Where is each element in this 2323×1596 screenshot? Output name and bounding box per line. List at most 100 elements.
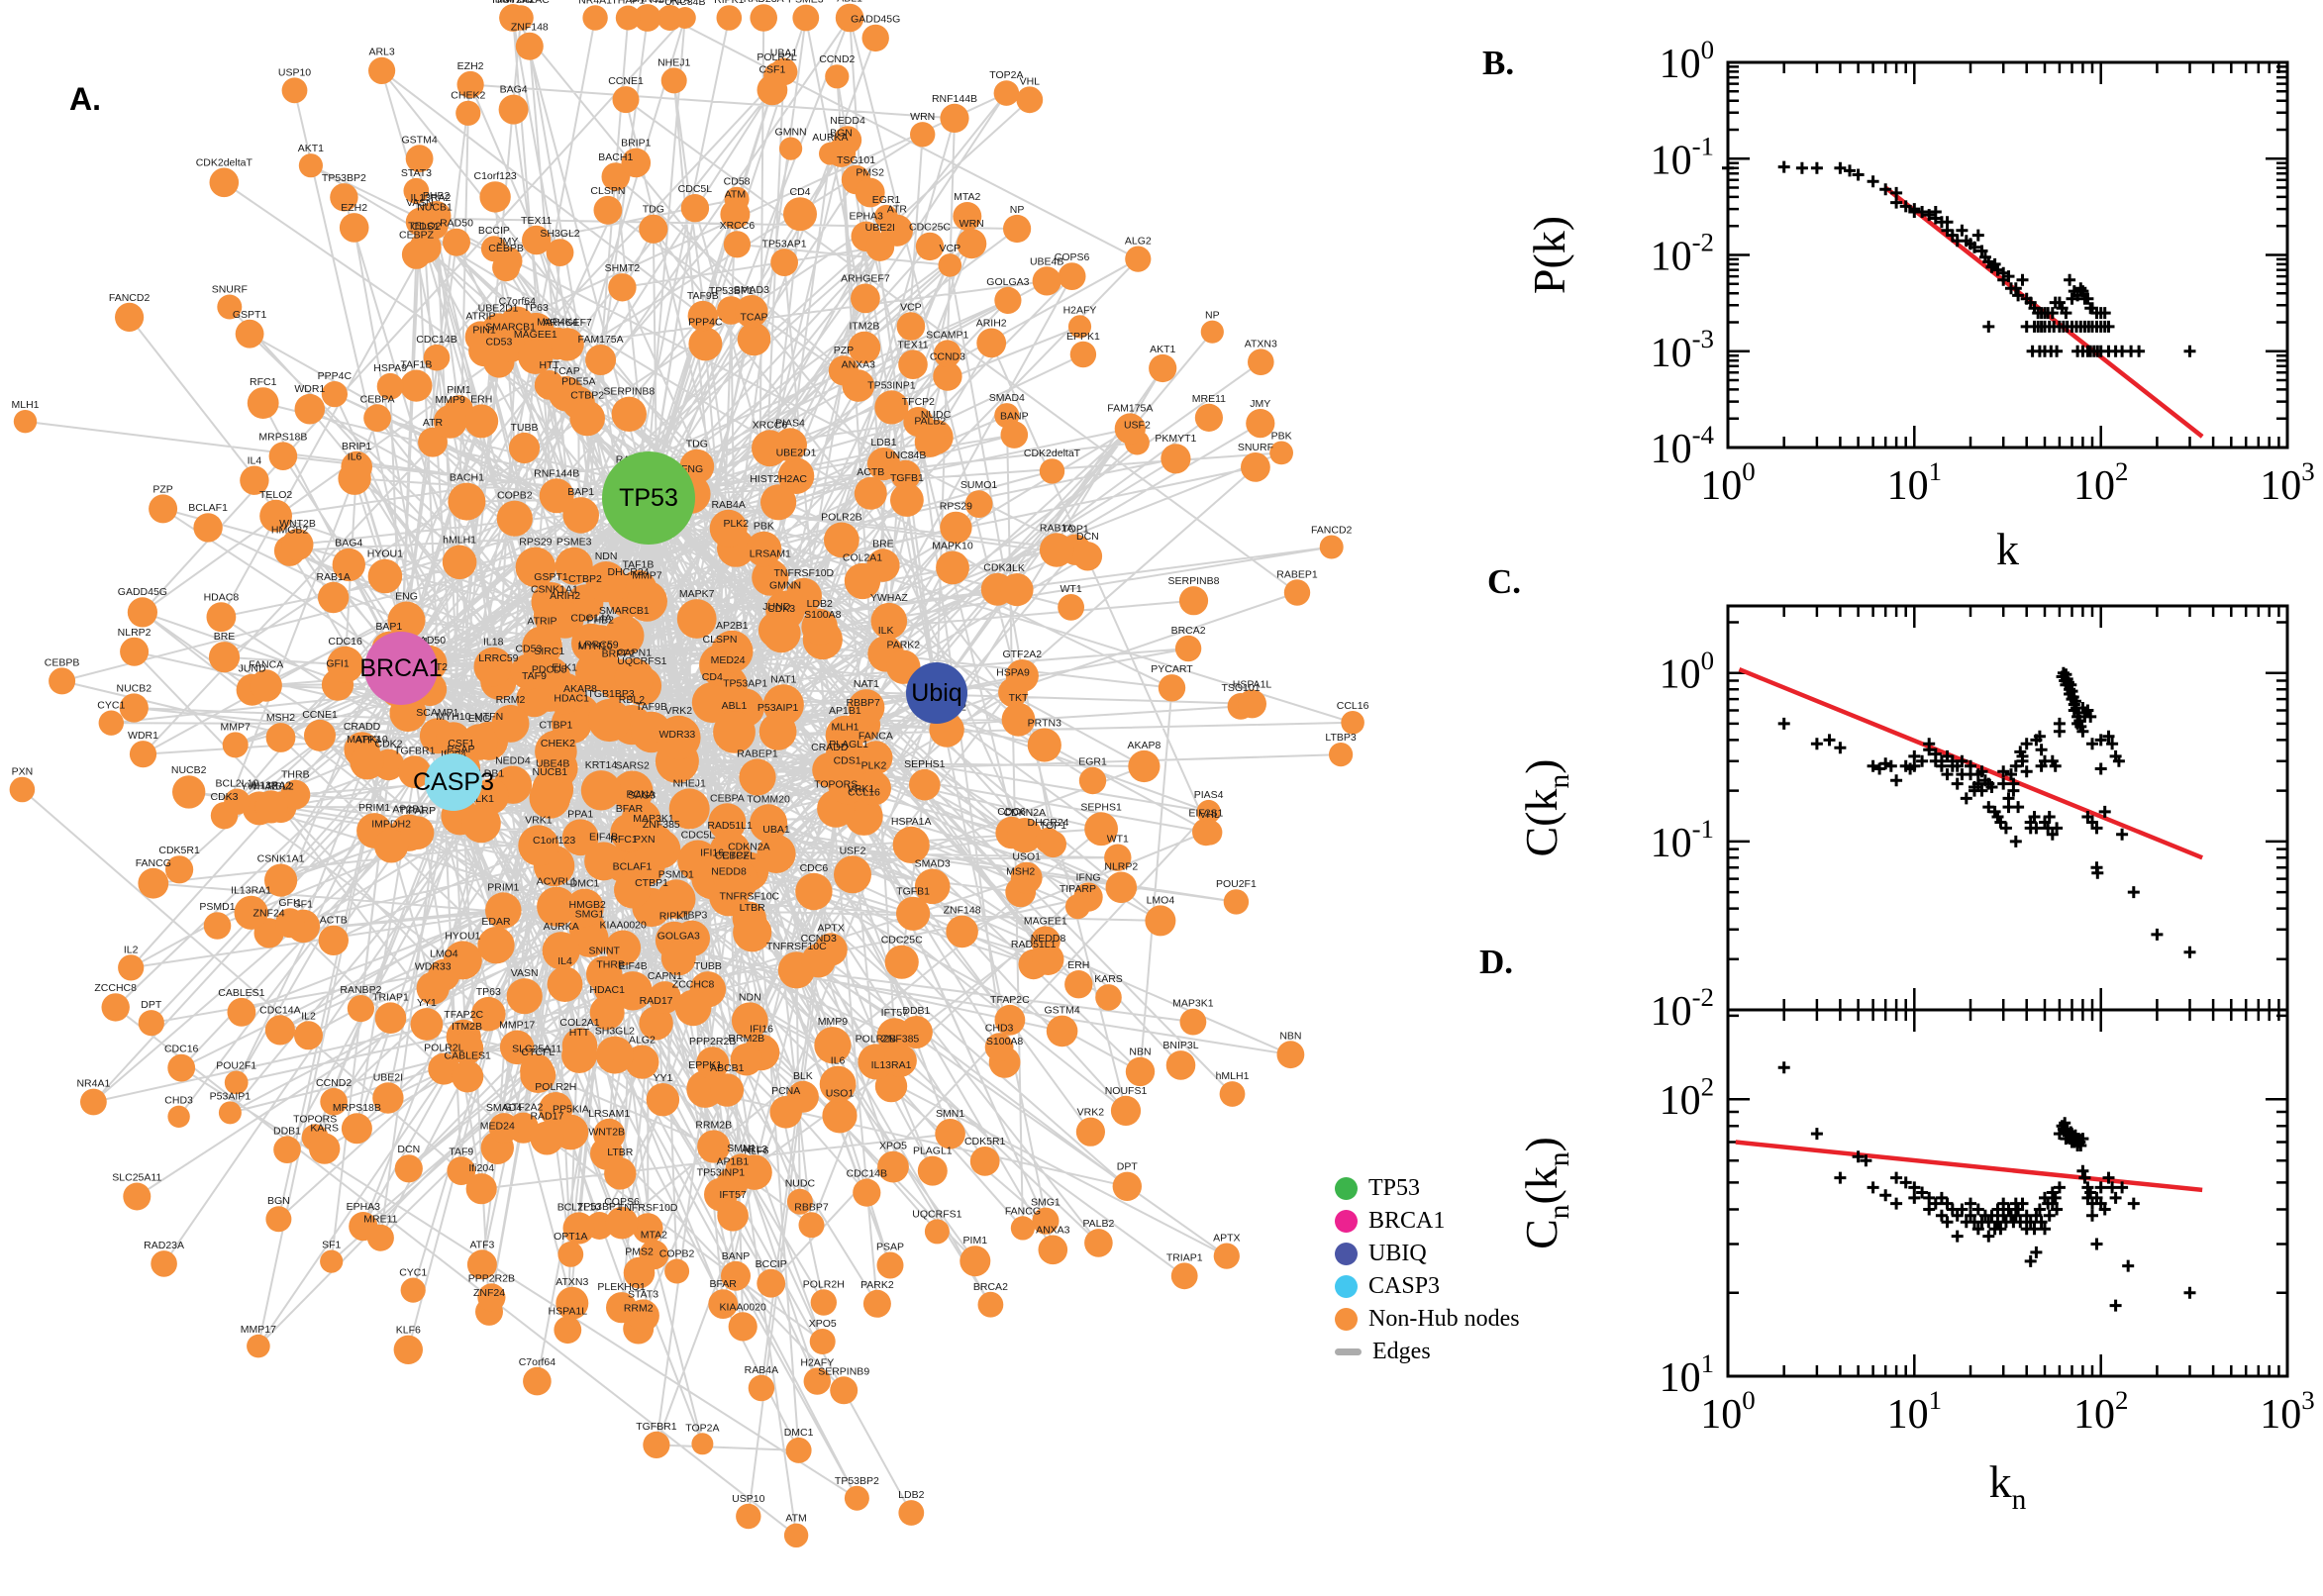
svg-text:SMAD3: SMAD3 [734, 284, 769, 296]
svg-text:ARHGEF7: ARHGEF7 [543, 317, 592, 329]
svg-text:CDC16: CDC16 [328, 636, 362, 648]
svg-text:RBBP7: RBBP7 [846, 697, 880, 709]
svg-text:ALG2: ALG2 [629, 1035, 656, 1047]
svg-text:RBL2: RBL2 [619, 694, 645, 706]
svg-text:LTBP3: LTBP3 [1325, 732, 1356, 744]
svg-text:BCLAF1: BCLAF1 [613, 860, 653, 872]
svg-text:NAT1: NAT1 [854, 678, 879, 690]
svg-text:CDS1: CDS1 [834, 754, 861, 766]
svg-text:PSMD1: PSMD1 [658, 868, 694, 880]
svg-text:PRTN3: PRTN3 [1028, 717, 1061, 729]
svg-text:EIF4B: EIF4B [619, 960, 648, 972]
svg-text:LRRC59: LRRC59 [478, 652, 518, 664]
legend-item-casp3: CASP3 [1335, 1270, 1520, 1303]
svg-text:SMARCB1: SMARCB1 [599, 605, 650, 617]
svg-text:PXN: PXN [12, 766, 34, 778]
svg-text:101: 101 [1660, 1348, 1714, 1401]
svg-text:TEX11: TEX11 [897, 339, 928, 350]
svg-text:APTX: APTX [817, 922, 844, 934]
svg-text:10-1: 10-1 [1651, 131, 1714, 183]
svg-text:BGN: BGN [267, 1195, 290, 1207]
svg-text:102: 102 [2073, 456, 2128, 509]
svg-text:TP63: TP63 [524, 302, 549, 314]
svg-text:RAD17: RAD17 [530, 1110, 563, 1122]
svg-text:SMN1: SMN1 [936, 1108, 964, 1120]
svg-text:MMP9: MMP9 [436, 394, 465, 406]
svg-text:AKT1: AKT1 [298, 143, 324, 154]
svg-text:WDR33: WDR33 [659, 729, 696, 741]
svg-text:CDC14B: CDC14B [416, 334, 456, 346]
svg-text:VRK2: VRK2 [665, 705, 693, 717]
svg-text:ILK: ILK [1009, 562, 1025, 574]
svg-text:CDC16: CDC16 [164, 1044, 199, 1055]
svg-text:10-4: 10-4 [1651, 420, 1715, 472]
svg-text:Ubiq: Ubiq [911, 679, 961, 707]
svg-text:CCND3: CCND3 [930, 350, 965, 362]
svg-text:CTCFL: CTCFL [722, 850, 756, 862]
svg-text:NAT1: NAT1 [770, 673, 796, 685]
svg-text:IFNG: IFNG [1075, 871, 1100, 883]
svg-text:IFI16: IFI16 [700, 848, 724, 859]
svg-text:LRSAM1: LRSAM1 [588, 1108, 630, 1120]
scatter-points [1777, 1061, 2196, 1312]
svg-text:FANCA: FANCA [249, 658, 283, 670]
svg-text:WNT2B: WNT2B [588, 1126, 625, 1138]
svg-text:BRE: BRE [872, 538, 894, 549]
svg-text:NUDC: NUDC [921, 409, 952, 421]
svg-text:POLR2B: POLR2B [821, 512, 861, 524]
svg-text:ITM2B: ITM2B [849, 321, 879, 333]
svg-text:NP: NP [1010, 204, 1025, 216]
svg-text:ZCCHC8: ZCCHC8 [672, 979, 715, 991]
svg-text:KRT14: KRT14 [585, 759, 618, 771]
svg-text:NUCB1: NUCB1 [417, 201, 453, 213]
svg-text:BRCA2: BRCA2 [973, 1281, 1008, 1293]
svg-text:HSPA1L: HSPA1L [1233, 678, 1272, 690]
svg-text:PARK2: PARK2 [886, 640, 920, 651]
svg-text:SH3GL2: SH3GL2 [540, 228, 579, 240]
svg-text:TRIAP1: TRIAP1 [372, 991, 409, 1003]
svg-text:ERH: ERH [1067, 959, 1089, 971]
svg-text:TGFBR1: TGFBR1 [636, 1421, 677, 1433]
panel-a-label: A. [69, 81, 101, 117]
svg-text:TFAP2C: TFAP2C [990, 994, 1030, 1006]
svg-text:PCNA: PCNA [627, 789, 656, 801]
svg-text:KIAA0020: KIAA0020 [720, 1301, 766, 1313]
svg-text:BCCIP: BCCIP [756, 1258, 787, 1270]
svg-text:SMN1: SMN1 [727, 1143, 756, 1154]
svg-text:SLC25A11: SLC25A11 [512, 1044, 561, 1055]
svg-text:APTX: APTX [1213, 1233, 1240, 1245]
svg-text:KLF6: KLF6 [744, 1146, 768, 1157]
svg-text:100: 100 [1700, 1385, 1755, 1438]
svg-text:CHEK2: CHEK2 [541, 738, 575, 749]
svg-text:TDG: TDG [643, 204, 664, 216]
svg-text:TP53BP1: TP53BP1 [709, 285, 754, 297]
svg-text:FANCD2: FANCD2 [109, 292, 151, 304]
svg-text:TAF1B: TAF1B [622, 559, 654, 571]
svg-text:HMGB2: HMGB2 [569, 899, 607, 911]
svg-text:BCCIP: BCCIP [478, 225, 510, 237]
svg-text:CABLES1: CABLES1 [218, 987, 264, 999]
svg-text:CEBPA: CEBPA [360, 393, 395, 405]
svg-text:ZNF385: ZNF385 [643, 819, 680, 831]
svg-text:k: k [1996, 524, 2019, 574]
svg-text:MAPK10: MAPK10 [347, 734, 388, 746]
svg-text:GADD45G: GADD45G [851, 14, 900, 26]
svg-text:101: 101 [1887, 1385, 1942, 1438]
svg-text:CEBPZ: CEBPZ [715, 849, 751, 861]
svg-text:VCP: VCP [900, 301, 922, 313]
svg-text:TCAP: TCAP [740, 312, 767, 324]
svg-text:SNURF: SNURF [212, 284, 248, 296]
svg-text:HDAC8: HDAC8 [204, 591, 240, 603]
svg-text:Ifi204: Ifi204 [468, 1162, 494, 1174]
svg-text:NEDD8: NEDD8 [711, 866, 747, 878]
svg-text:103: 103 [2260, 1385, 2314, 1438]
svg-text:VRK1: VRK1 [848, 783, 875, 795]
svg-text:SMARCB1: SMARCB1 [485, 322, 536, 334]
svg-text:CDK5R1: CDK5R1 [964, 1136, 1006, 1147]
svg-text:AP2B1: AP2B1 [716, 620, 749, 632]
svg-text:Cn(kn): Cn(kn) [1516, 1137, 1575, 1249]
svg-text:USF2: USF2 [1124, 420, 1151, 432]
svg-text:THAP1: THAP1 [611, 0, 645, 7]
svg-text:CAPN1: CAPN1 [617, 648, 652, 659]
svg-text:DDB1: DDB1 [273, 1125, 301, 1137]
